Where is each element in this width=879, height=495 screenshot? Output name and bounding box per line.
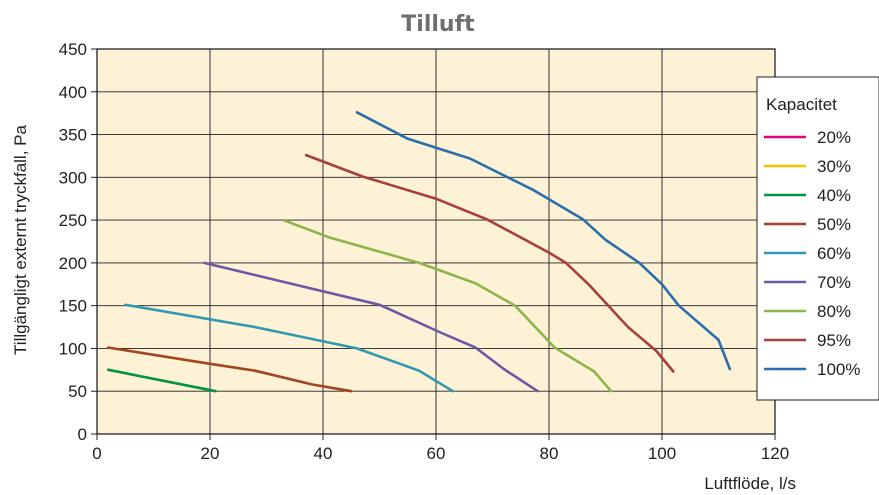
series-line-40pct [107, 368, 217, 393]
x-tick-label: 100 [648, 444, 676, 463]
legend-entry-label: 60% [817, 244, 851, 263]
series-line-80pct [282, 218, 613, 393]
y-tick-label: 50 [68, 382, 87, 401]
x-tick-label: 40 [314, 444, 333, 463]
series-line-70pct [203, 261, 539, 393]
legend-entry-label: 100% [817, 360, 860, 379]
legend-entry-label: 50% [817, 215, 851, 234]
legend-entry-label: 95% [817, 331, 851, 350]
x-tick-label: 80 [540, 444, 559, 463]
x-tick-label: 60 [427, 444, 446, 463]
legend-entry-label: 70% [817, 273, 851, 292]
y-tick-label: 0 [78, 425, 87, 444]
legend-entry-label: 20% [817, 128, 851, 147]
series-line-100pct [355, 111, 732, 371]
y-tick-label: 150 [59, 297, 87, 316]
y-tick-label: 250 [59, 211, 87, 230]
x-tick-label: 20 [201, 444, 220, 463]
y-tick-label: 300 [59, 168, 87, 187]
legend-entry-label: 40% [817, 186, 851, 205]
legend-entry-label: 30% [817, 157, 851, 176]
axis-ticks: 0 20 40 60 80 100 120 0 50 100 150 200 250 300 350 400 4… [59, 40, 790, 463]
y-tick-label: 200 [59, 254, 87, 273]
legend-box [756, 76, 879, 401]
grid [97, 49, 775, 434]
y-tick-label: 100 [59, 339, 87, 358]
chart-title: Tilluft [401, 12, 475, 37]
x-tick-label: 0 [92, 444, 101, 463]
y-tick-label: 350 [59, 126, 87, 145]
legend-title: Kapacitet [766, 95, 837, 114]
y-axis-label: Tillgängligt externt tryckfall, Pa [11, 125, 30, 355]
series-line-50pct [107, 346, 353, 393]
legend-items: 20% 30% 40% 50% 60% 70% 80% 95% 100% [764, 128, 860, 379]
series-line-95pct [304, 153, 675, 373]
x-tick-label: 120 [761, 444, 789, 463]
y-tick-label: 450 [59, 40, 87, 59]
legend: Kapacitet 20% 30% 40% 50% 60% 70% 80% 95% 100% [756, 76, 879, 401]
series-lines [107, 111, 732, 393]
x-axis-label: Luftflöde, l/s [704, 474, 796, 493]
series-line-60pct [124, 303, 455, 393]
y-tick-label: 400 [59, 83, 87, 102]
legend-entry-label: 80% [817, 302, 851, 321]
